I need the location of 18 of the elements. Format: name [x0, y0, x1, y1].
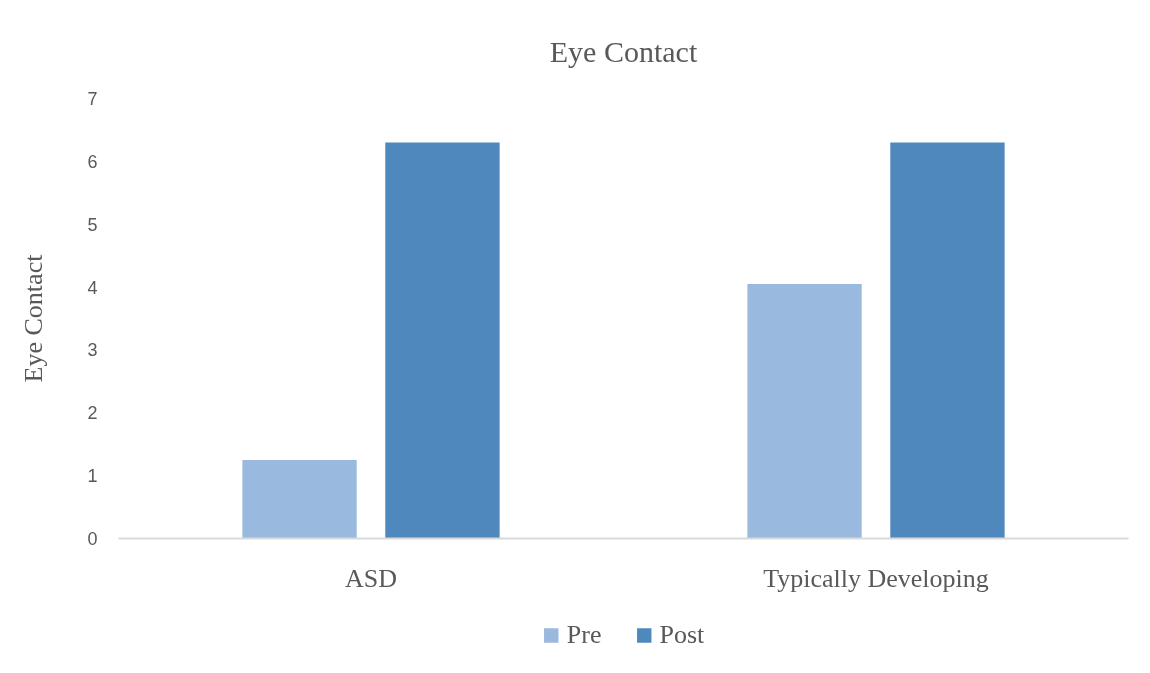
y-tick-label: 0: [87, 529, 98, 549]
y-tick-label: 2: [87, 403, 98, 424]
legend-label: Post: [659, 620, 705, 650]
bar: [242, 459, 357, 539]
bar: [385, 142, 500, 539]
y-axis-title: Eye Contact: [19, 253, 49, 383]
y-tick-label: 6: [87, 151, 98, 172]
y-tick-label: 1: [87, 466, 98, 487]
y-tick-label: 3: [87, 340, 98, 361]
bar: [890, 142, 1005, 539]
x-tick-label: Typically Developing: [763, 563, 989, 593]
x-tick-label: ASD: [344, 563, 398, 593]
y-tick-label: 4: [87, 277, 98, 298]
legend-label: Pre: [566, 620, 602, 650]
y-tick-label: 7: [87, 89, 98, 109]
y-tick-label: 5: [87, 214, 98, 235]
bar: [747, 283, 862, 539]
chart-title: Eye Contact: [549, 35, 698, 68]
